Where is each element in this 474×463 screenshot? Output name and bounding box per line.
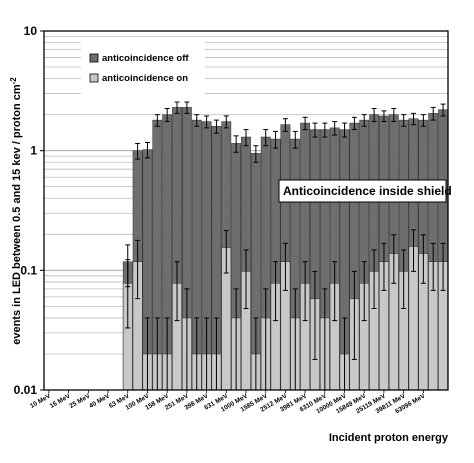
legend-box	[81, 42, 205, 97]
annotation-text: Anticoincidence inside shield	[283, 184, 452, 198]
y-tick-label: 1	[30, 144, 37, 158]
x-tick-label: 40 MeV	[88, 392, 111, 410]
legend-swatch-on	[89, 73, 99, 83]
legend: anticoincidence off anticoincidence on	[81, 42, 205, 97]
annotation-box	[278, 179, 447, 203]
y-axis-title-text: events in LED between 0.5 and 15 kev / p…	[11, 84, 23, 345]
legend-swatch-off	[89, 53, 99, 63]
y-axis-ticks: 0.01 0.1 1 10	[14, 24, 44, 397]
legend-label-on: anticoincidence on	[102, 73, 188, 84]
y-tick-label: 10	[24, 24, 38, 38]
legend-label-off: anticoincidence off	[102, 53, 189, 64]
y-axis-title-superscript: -2	[9, 77, 18, 85]
x-tick-label: 16 MeV	[49, 392, 72, 410]
y-tick-label: 0.1	[20, 263, 37, 277]
y-tick-label: 0.01	[14, 383, 38, 397]
y-axis-title: events in LED between 0.5 and 15 kev / p…	[9, 77, 23, 345]
annotation: Anticoincidence inside shield	[278, 179, 452, 203]
x-tick-label: 25 MeV	[68, 392, 91, 410]
x-axis-title: Incident proton energy	[329, 432, 449, 444]
